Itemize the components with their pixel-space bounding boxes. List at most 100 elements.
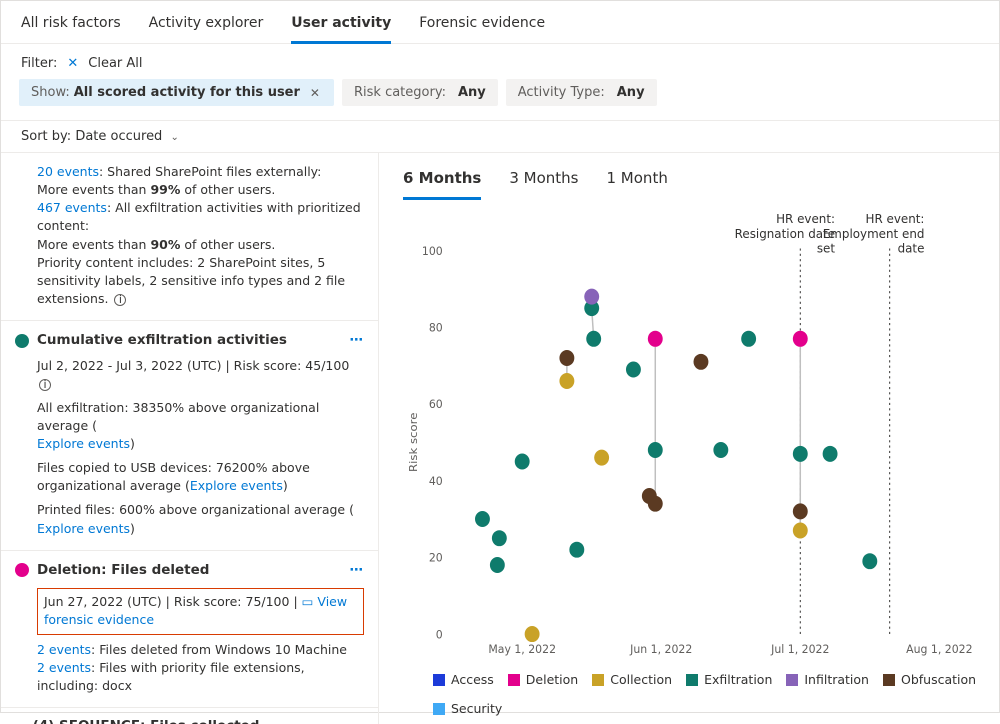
card-title: Deletion: Files deleted (37, 561, 209, 581)
camera-icon: ▭ (302, 594, 314, 609)
time-range-tabs: 6 Months 3 Months 1 Month (403, 163, 989, 200)
card-title: (4) SEQUENCE: Files collected, obfuscate… (33, 718, 342, 724)
chip-show-close-icon[interactable]: ✕ (308, 86, 322, 100)
legend-item-security[interactable]: Security (433, 701, 502, 716)
range-tab-3-months[interactable]: 3 Months (509, 163, 578, 200)
legend-item-collection[interactable]: Collection (592, 672, 672, 687)
legend-item-infiltration[interactable]: Infiltration (786, 672, 869, 687)
explore-events-link[interactable]: Explore events (190, 478, 283, 493)
sort-label: Sort by: (21, 129, 71, 144)
chip-activity-type[interactable]: Activity Type: Any (506, 79, 657, 106)
svg-text:20: 20 (429, 550, 443, 564)
svg-text:60: 60 (429, 397, 443, 411)
svg-text:Employment end: Employment end (823, 226, 925, 240)
chip-show[interactable]: Show: All scored activity for this user ✕ (19, 79, 334, 106)
legend-item-exfiltration[interactable]: Exfiltration (686, 672, 772, 687)
content-area: 20 events: Shared SharePoint files exter… (1, 153, 999, 724)
chip-risk-value: Any (458, 85, 486, 100)
legend-item-deletion[interactable]: Deletion (508, 672, 578, 687)
range-tab-6-months[interactable]: 6 Months (403, 163, 481, 200)
card-title: Cumulative exfiltration activities (37, 331, 287, 351)
clear-all-link[interactable]: Clear All (88, 56, 142, 71)
svg-text:Jun 1, 2022: Jun 1, 2022 (629, 642, 692, 656)
list-item-deletion: Deletion: Files deleted ⋯ Jun 27, 2022 (… (1, 551, 378, 708)
svg-text:Resignation date: Resignation date (735, 226, 835, 240)
category-dot-icon (15, 334, 29, 348)
legend-swatch-icon (883, 674, 895, 686)
chip-activity-label: Activity Type: (518, 85, 605, 100)
text: of other users. (180, 237, 275, 252)
svg-text:set: set (817, 241, 835, 255)
list-item: 20 events: Shared SharePoint files exter… (1, 153, 378, 321)
legend-swatch-icon (786, 674, 798, 686)
event-count-link[interactable]: 20 events (37, 164, 99, 179)
main-tabs: All risk factors Activity explorer User … (1, 1, 999, 44)
sort-row[interactable]: Sort by: Date occured ⌄ (1, 121, 999, 153)
range-tab-1-month[interactable]: 1 Month (607, 163, 668, 200)
legend-label: Obfuscation (901, 672, 976, 687)
svg-text:100: 100 (422, 243, 443, 257)
tab-activity-explorer[interactable]: Activity explorer (149, 9, 264, 43)
text: : Files deleted from Windows 10 Machine (91, 642, 347, 657)
activity-list[interactable]: 20 events: Shared SharePoint files exter… (1, 153, 379, 724)
svg-text:Jul 1, 2022: Jul 1, 2022 (770, 642, 829, 656)
svg-text:0: 0 (436, 627, 443, 641)
tab-all-risk-factors[interactable]: All risk factors (21, 9, 121, 43)
priority-text: Priority content includes: 2 SharePoint … (37, 255, 345, 306)
filter-row: Filter: ✕ Clear All (1, 44, 999, 79)
explore-events-link[interactable]: Explore events (37, 521, 130, 536)
chip-risk-category[interactable]: Risk category: Any (342, 79, 498, 106)
clear-filters-icon[interactable]: ✕ (67, 56, 78, 71)
filter-label: Filter: (21, 56, 57, 71)
svg-text:date: date (898, 241, 925, 255)
more-icon[interactable]: ⋯ (350, 561, 365, 581)
info-icon[interactable]: i (39, 379, 51, 391)
tab-forensic-evidence[interactable]: Forensic evidence (419, 9, 545, 43)
chevron-down-icon: ⌄ (170, 132, 178, 143)
percent: 90% (150, 237, 180, 252)
chart-panel: 6 Months 3 Months 1 Month 0 20 40 60 80 100 Ri… (379, 153, 999, 724)
card-meta: Jun 27, 2022 (UTC) | Risk score: 75/100 … (44, 594, 302, 609)
legend-item-access[interactable]: Access (433, 672, 494, 687)
legend-label: Collection (610, 672, 672, 687)
legend-label: Exfiltration (704, 672, 772, 687)
highlighted-meta: Jun 27, 2022 (UTC) | Risk score: 75/100 … (37, 588, 364, 634)
chip-activity-value: Any (617, 85, 645, 100)
more-icon[interactable]: ⋯ (350, 331, 365, 351)
filter-chips: Show: All scored activity for this user ✕… (1, 79, 999, 121)
chip-show-label: Show: (31, 85, 70, 100)
svg-text:40: 40 (429, 474, 443, 488)
event-count-link[interactable]: 467 events (37, 200, 107, 215)
event-count-link[interactable]: 2 events (37, 660, 91, 675)
legend-swatch-icon (433, 674, 445, 686)
svg-text:HR event:: HR event: (866, 212, 925, 226)
svg-text:Aug 1, 2022: Aug 1, 2022 (906, 642, 972, 656)
legend-label: Deletion (526, 672, 578, 687)
svg-text:Risk score: Risk score (406, 413, 420, 472)
info-icon[interactable]: i (114, 294, 126, 306)
text: of other users. (180, 182, 275, 197)
text: More events than (37, 182, 150, 197)
legend-item-obfuscation[interactable]: Obfuscation (883, 672, 976, 687)
text: All exfiltration: 38350% above organizat… (37, 400, 319, 433)
text: More events than (37, 237, 150, 252)
card-meta: Jul 2, 2022 - Jul 3, 2022 (UTC) | Risk s… (37, 358, 349, 373)
svg-text:HR event:: HR event: (776, 212, 835, 226)
list-item-cumulative-exfiltration: Cumulative exfiltration activities ⋯ Jul… (1, 321, 378, 551)
event-desc: : Shared SharePoint files externally: (99, 164, 321, 179)
legend-swatch-icon (592, 674, 604, 686)
percent: 99% (150, 182, 180, 197)
legend-swatch-icon (686, 674, 698, 686)
legend-label: Access (451, 672, 494, 687)
chip-risk-label: Risk category: (354, 85, 446, 100)
legend-label: Infiltration (804, 672, 869, 687)
category-dot-icon (15, 563, 29, 577)
text: Printed files: 600% above organizational… (37, 502, 354, 517)
legend-label: Security (451, 701, 502, 716)
svg-text:May 1, 2022: May 1, 2022 (488, 642, 556, 656)
chip-show-value: All scored activity for this user (74, 85, 300, 100)
event-count-link[interactable]: 2 events (37, 642, 91, 657)
tab-user-activity[interactable]: User activity (291, 9, 391, 44)
svg-text:80: 80 (429, 320, 443, 334)
explore-events-link[interactable]: Explore events (37, 436, 130, 451)
